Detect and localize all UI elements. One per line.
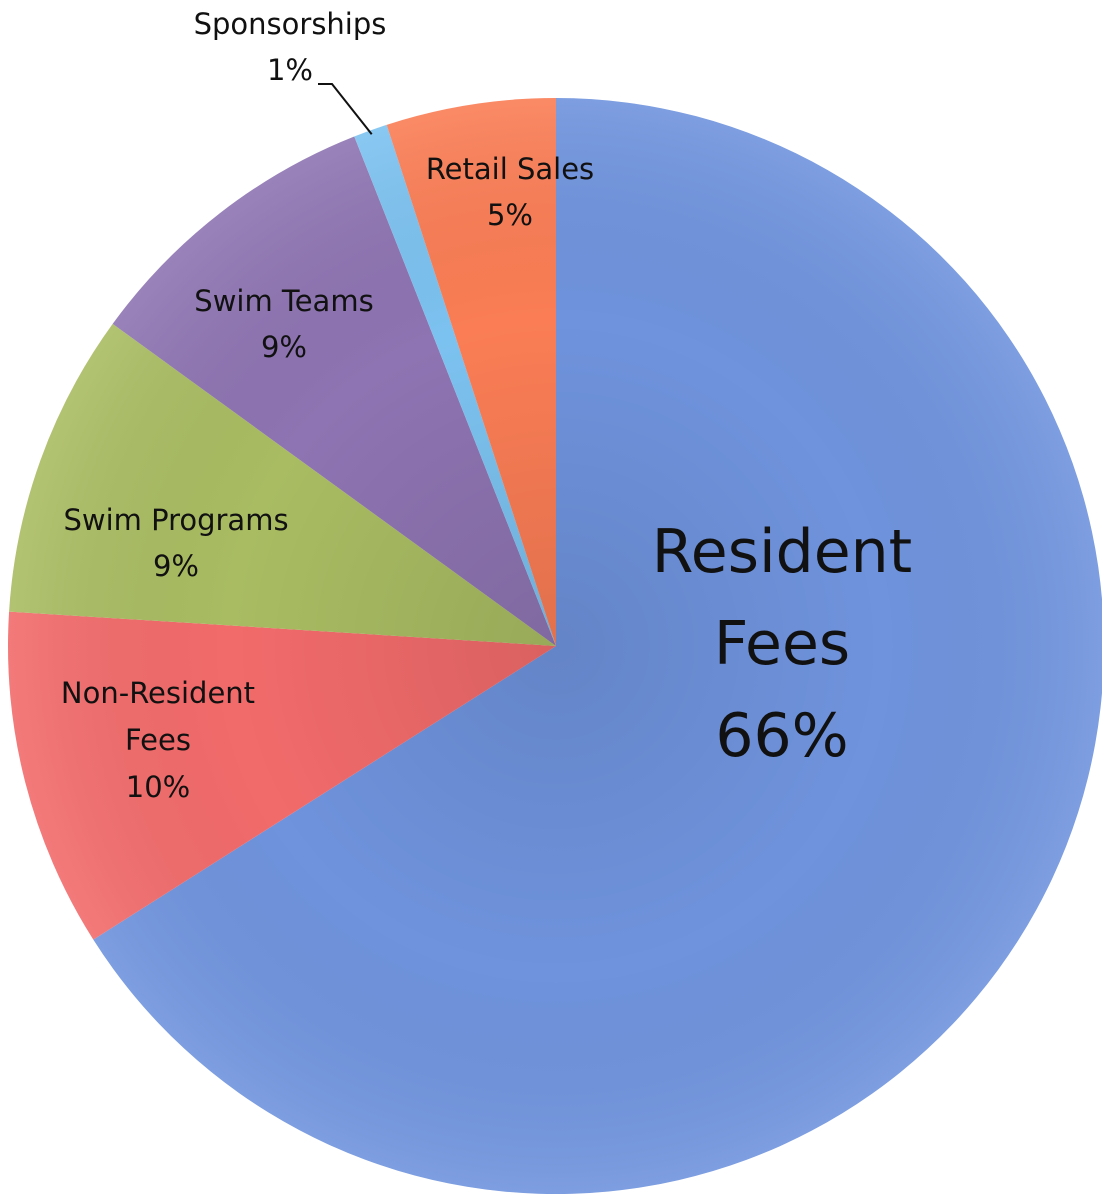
slice-value-label: 66% [715, 701, 848, 771]
labels-layer: Resident Fees 66% Non-Resident Fees 10% Swim P… [61, 7, 912, 804]
slice-value-label: 1% [267, 53, 313, 87]
slice-name-label: Sponsorships [194, 7, 387, 41]
data-label-sponsorships: Sponsorships 1% [194, 7, 387, 87]
slice-value-label: 5% [487, 198, 533, 232]
data-label-swim-teams: Swim Teams 9% [194, 284, 373, 364]
slice-name-label: Fees [125, 723, 191, 757]
slice-name-label: Swim Teams [194, 284, 373, 318]
slice-name-label: Resident [652, 517, 912, 587]
slice-value-label: 9% [153, 549, 199, 583]
slice-name-label: Swim Programs [63, 503, 288, 537]
data-label-swim-programs: Swim Programs 9% [63, 503, 288, 583]
slices-layer [7, 98, 1102, 1194]
data-label-non-resident-fees: Non-Resident Fees 10% [61, 676, 255, 804]
slice-name-label: Retail Sales [426, 152, 594, 186]
data-label-resident-fees: Resident Fees 66% [652, 517, 912, 771]
slice-name-label: Fees [714, 609, 850, 679]
slice-value-label: 10% [126, 770, 190, 804]
leader-line-sponsorships [318, 83, 373, 135]
slice-name-label: Non-Resident [61, 676, 255, 710]
data-label-retail-sales: Retail Sales 5% [426, 152, 594, 232]
slice-value-label: 9% [261, 330, 307, 364]
